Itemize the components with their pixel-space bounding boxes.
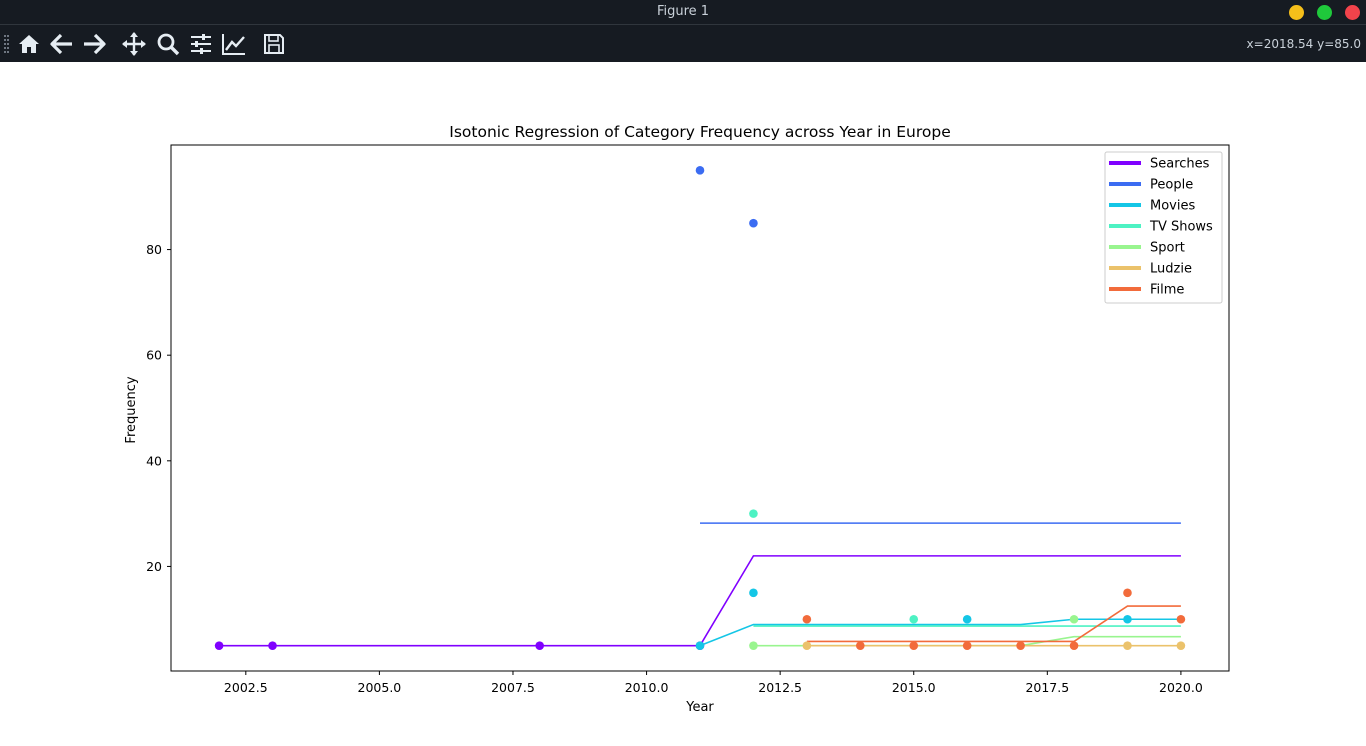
data-point-searches: [214, 641, 224, 650]
forward-button[interactable]: [81, 31, 107, 57]
data-point-filme: [1123, 588, 1132, 598]
cursor-coordinates: x=2018.54 y=85.0: [1246, 37, 1361, 51]
back-arrow-icon: [50, 33, 72, 55]
data-point-tv-shows: [749, 509, 758, 518]
save-button[interactable]: [261, 31, 287, 57]
toolbar: x=2018.54 y=85.0: [0, 24, 1366, 62]
data-point-ludzie: [1123, 641, 1132, 650]
data-point-filme: [802, 614, 812, 624]
legend-frame: [1104, 151, 1223, 304]
minimize-button[interactable]: [1289, 5, 1304, 20]
legend-label-filme: Filme: [1150, 283, 1184, 298]
data-point-filme: [1016, 641, 1025, 650]
y-tick-label: 60: [146, 348, 162, 363]
configure-subplots-button[interactable]: [188, 31, 214, 57]
legend-label-people: People: [1150, 178, 1193, 193]
pan-button[interactable]: [121, 31, 147, 57]
data-point-ludzie: [1176, 641, 1186, 650]
legend-label-searches: Searches: [1150, 157, 1210, 172]
data-point-sport: [749, 641, 758, 650]
data-point-filme: [856, 641, 865, 650]
maximize-button[interactable]: [1317, 5, 1332, 20]
legend-label-sport: Sport: [1150, 241, 1185, 256]
legend-label-movies: Movies: [1150, 199, 1195, 214]
data-point-tv-shows: [909, 614, 919, 624]
data-point-movies: [962, 614, 972, 624]
x-tick-label: 2020.0: [1159, 680, 1203, 695]
x-tick-label: 2007.5: [491, 680, 535, 695]
configure-subplots-icon: [191, 34, 211, 54]
data-point-searches: [268, 641, 277, 650]
window-titlebar: Figure 1: [0, 0, 1366, 24]
edit-axis-button[interactable]: [221, 31, 247, 57]
x-tick-label: 2002.5: [224, 680, 268, 695]
zoom-icon: [157, 33, 180, 56]
fit-line-movies: [699, 618, 1181, 647]
chart-title: Isotonic Regression of Category Frequenc…: [449, 123, 951, 141]
y-tick-label: 20: [146, 559, 162, 574]
save-icon: [264, 34, 284, 54]
data-point-ludzie: [802, 641, 812, 650]
home-button[interactable]: [16, 31, 42, 57]
legend-label-ludzie: Ludzie: [1150, 262, 1192, 277]
y-tick-label: 80: [146, 242, 162, 257]
fit-line-filme: [806, 605, 1181, 643]
x-tick-label: 2017.5: [1025, 680, 1069, 695]
x-tick-label: 2005.0: [358, 680, 402, 695]
data-point-filme: [1069, 641, 1079, 650]
x-tick-label: 2015.0: [892, 680, 936, 695]
data-point-sport: [1069, 614, 1079, 624]
x-axis-label: Year: [685, 700, 714, 715]
x-tick-label: 2012.5: [758, 680, 802, 695]
pan-icon: [122, 32, 146, 56]
chart: 2002.5 2005.0 2007.5 2010.0 2012.5 2015.0 2017…: [124, 123, 1230, 715]
window-title: Figure 1: [656, 4, 710, 19]
data-point-movies: [1123, 614, 1132, 624]
data-point-movies: [695, 641, 705, 650]
edit-axis-icon: [222, 34, 245, 55]
zoom-button[interactable]: [155, 31, 181, 57]
data-point-filme: [1176, 614, 1186, 624]
axes-background: [171, 145, 1229, 671]
y-tick-label: 40: [146, 453, 162, 468]
data-point-filme: [909, 641, 919, 650]
close-button[interactable]: [1345, 5, 1360, 20]
home-icon: [19, 35, 39, 53]
data-point-filme: [962, 641, 972, 650]
fit-line-searches: [219, 555, 1181, 647]
data-point-movies: [749, 588, 758, 598]
legend: Searches People Movies TV Shows Sport Ludzie F…: [1104, 151, 1223, 304]
data-point-searches: [535, 641, 544, 650]
data-point-people: [695, 166, 705, 175]
back-button[interactable]: [49, 31, 75, 57]
toolbar-grip-icon[interactable]: [4, 35, 9, 53]
x-tick-label: 2010.0: [625, 680, 669, 695]
data-point-people: [749, 218, 758, 228]
forward-arrow-icon: [84, 33, 106, 55]
legend-label-tv-shows: TV Shows: [1149, 220, 1213, 235]
y-axis-label: Frequency: [124, 376, 139, 443]
axes-frame: [170, 144, 1230, 672]
